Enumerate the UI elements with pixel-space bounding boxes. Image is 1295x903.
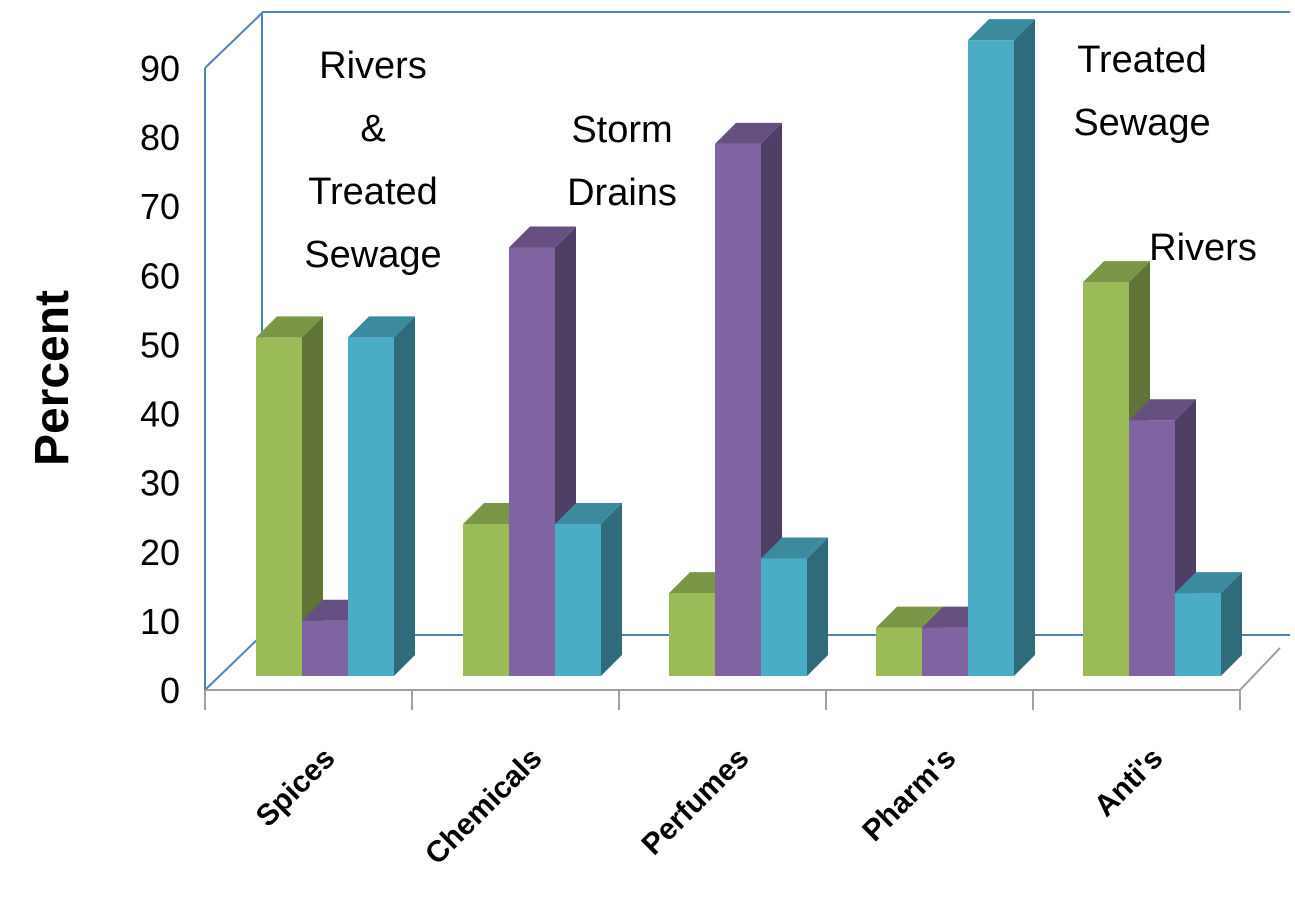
bar-top: [1083, 261, 1150, 283]
x-tick-label: Anti's: [1088, 742, 1169, 823]
bar-front: [669, 593, 715, 676]
bar-front: [1083, 282, 1129, 676]
annotation-label: Rivers & Treated Sewage: [304, 45, 441, 276]
bar-front: [1175, 593, 1221, 676]
y-axis-label: Percent: [26, 290, 79, 466]
bar-spices-3: [348, 316, 415, 676]
bar-side: [302, 316, 323, 676]
bar-side: [601, 502, 622, 676]
frame-line: [204, 12, 263, 69]
bar-front: [1129, 420, 1175, 676]
bar-top: [761, 537, 828, 559]
bar-front: [348, 337, 394, 676]
y-tick-label: 20: [140, 532, 180, 573]
y-tick-label: 60: [140, 255, 180, 296]
bar-front: [463, 523, 509, 676]
bar-front: [256, 337, 302, 676]
y-tick-label: 80: [140, 117, 180, 158]
bar-front: [555, 523, 601, 676]
y-tick-label: 50: [140, 324, 180, 365]
annotation-label: Treated Sewage: [1073, 39, 1210, 144]
y-tick-label: 30: [140, 463, 180, 504]
bar-top: [509, 226, 576, 248]
y-tick-label: 0: [160, 670, 180, 711]
bar-side: [394, 316, 415, 676]
frame-line: [204, 634, 263, 691]
bar-front: [509, 247, 555, 676]
floor-side-line: [1239, 647, 1281, 691]
bar-front: [922, 627, 968, 676]
category-labels: Spices Chemicals Perfumes Pharm's Anti's: [250, 742, 1170, 871]
bar-side: [761, 122, 782, 677]
bar-marks: [256, 19, 1242, 677]
bar-top: [348, 316, 415, 338]
bar-front: [302, 620, 348, 676]
bar-front: [968, 40, 1014, 676]
y-tick-label: 10: [140, 601, 180, 642]
bar-front: [715, 143, 761, 676]
bar-front: [876, 627, 922, 676]
bar-top: [715, 122, 782, 144]
annotation-label: Storm Drains: [567, 109, 677, 214]
bar-perfumes-3: [761, 537, 828, 676]
bar-top: [968, 19, 1035, 41]
bar-chemicals-3: [555, 502, 622, 676]
bar-top: [256, 316, 323, 338]
bar-side: [1014, 19, 1035, 676]
y-tick-label: 90: [140, 48, 180, 89]
annotation-label: Rivers: [1149, 227, 1257, 269]
bar-pharms-3: [968, 19, 1035, 676]
bar-side: [1221, 572, 1242, 676]
bar-top: [555, 502, 622, 524]
y-axis-ticks: 0 10 20 30 40 50 60 70 80 90: [140, 48, 180, 711]
y-tick-label: 40: [140, 394, 180, 435]
bar-side: [807, 537, 828, 676]
bar-perfumes-2: [715, 122, 782, 677]
annotations: Rivers & Treated Sewage Storm Drains Treated Se…: [304, 39, 1257, 276]
bar-top: [876, 606, 943, 628]
bar-front: [761, 558, 807, 676]
x-tick-label: Perfumes: [635, 742, 755, 862]
x-tick-label: Pharm's: [856, 742, 962, 848]
bar-top: [1129, 399, 1196, 421]
bar-top: [1175, 572, 1242, 594]
x-tick-label: Chemicals: [419, 742, 548, 871]
bar-spices-1: [256, 316, 323, 676]
x-tick-label: Spices: [250, 742, 342, 834]
bar-antis-1: [1083, 261, 1150, 676]
bar-antis-3: [1175, 572, 1242, 676]
y-tick-label: 70: [140, 186, 180, 227]
